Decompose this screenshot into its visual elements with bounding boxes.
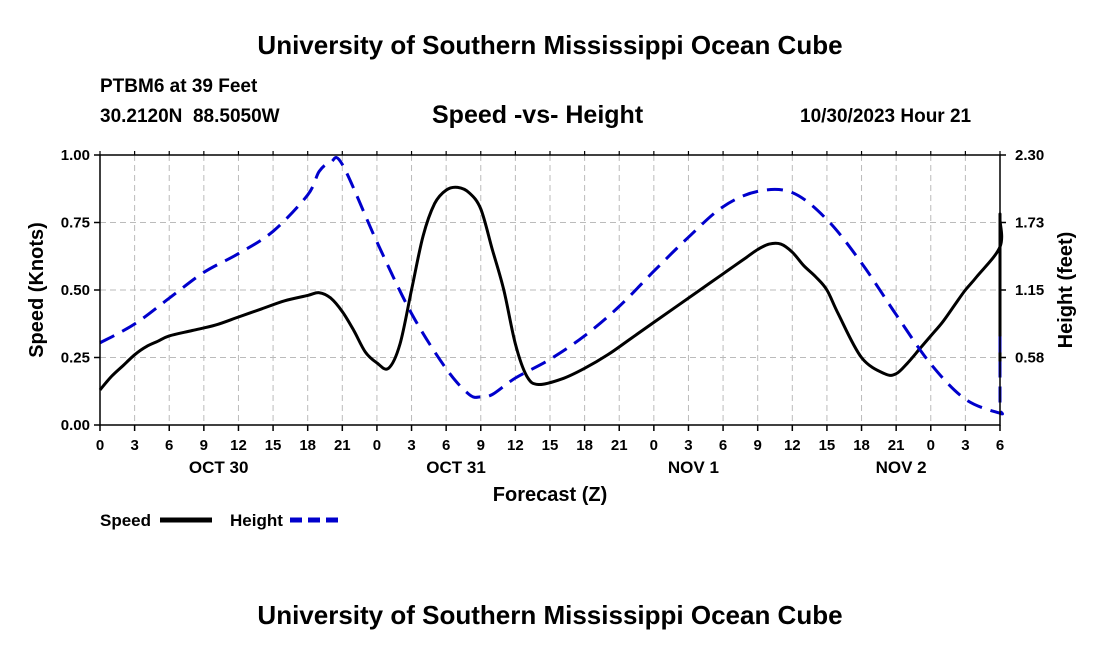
x-tick-label: 21 [334, 437, 351, 454]
x-tick-label: 3 [407, 437, 415, 454]
x-tick-label: 0 [650, 437, 658, 454]
footer-title: University of Southern Mississippi Ocean… [257, 600, 843, 630]
y-axis-label-left: Speed (Knots) [26, 222, 48, 358]
y-tick-label-left: 0.50 [61, 282, 90, 299]
coordinates-label: 30.2120N 88.5050W [100, 106, 280, 127]
x-tick-label: 3 [684, 437, 692, 454]
legend: Speed Height [100, 511, 342, 530]
x-tick-label: 3 [130, 437, 138, 454]
y-tick-label-right: 1.15 [1015, 282, 1044, 299]
y-tick-label-right: 0.58 [1015, 350, 1044, 367]
x-tick-label: 15 [542, 437, 559, 454]
x-tick-label: 15 [819, 437, 836, 454]
x-tick-label: 6 [165, 437, 173, 454]
grid-layer [100, 154, 1001, 425]
chart-title: Speed -vs- Height [432, 101, 644, 129]
x-tick-label: 18 [299, 437, 316, 454]
x-tick-label: 21 [611, 437, 628, 454]
y-tick-label-right: 2.30 [1015, 147, 1044, 164]
x-tick-label: 0 [927, 437, 935, 454]
x-tick-label: 6 [719, 437, 727, 454]
x-tick-label: 0 [96, 437, 104, 454]
x-tick-label: 12 [507, 437, 524, 454]
y-tick-label-left: 1.00 [61, 147, 90, 164]
y-tick-label-left: 0.75 [61, 215, 90, 232]
x-tick-label: 6 [442, 437, 450, 454]
x-axis-label: Forecast (Z) [493, 484, 607, 506]
date-label: OCT 31 [426, 458, 486, 477]
x-tick-label: 9 [754, 437, 762, 454]
x-tick-label: 3 [961, 437, 969, 454]
y-tick-label-left: 0.00 [61, 417, 90, 434]
date-label: OCT 30 [189, 458, 249, 477]
x-tick-label: 21 [888, 437, 905, 454]
y-tick-label-right: 1.73 [1015, 215, 1044, 232]
x-tick-label: 9 [200, 437, 208, 454]
station-label: PTBM6 at 39 Feet [100, 76, 258, 97]
x-tick-label: 18 [576, 437, 593, 454]
page-title: University of Southern Mississippi Ocean… [257, 30, 843, 60]
x-tick-label: 12 [230, 437, 247, 454]
series-layer [98, 156, 1005, 416]
x-tick-label: 15 [265, 437, 282, 454]
x-tick-label: 6 [996, 437, 1004, 454]
y-tick-label-left: 0.25 [61, 350, 90, 367]
x-tick-label: 0 [373, 437, 381, 454]
y-axis-label-right: Height (feet) [1055, 232, 1077, 349]
legend-label-speed: Speed [100, 511, 151, 530]
x-tick-label: 12 [784, 437, 801, 454]
series-line-speed [98, 185, 1004, 391]
date-label: NOV 1 [668, 458, 719, 477]
datetime-label: 10/30/2023 Hour 21 [800, 106, 972, 127]
x-tick-label: 9 [477, 437, 485, 454]
date-label: NOV 2 [876, 458, 927, 477]
series-line-height [99, 156, 1005, 416]
x-tick-label: 18 [853, 437, 870, 454]
axis-layer: 0 3 6 9 12 15 18 21 0 3 6 9 12 15 18 21 0 3 6 9 12 15 18 21 0 3 6 0… [61, 147, 1044, 477]
legend-label-height: Height [230, 511, 283, 530]
